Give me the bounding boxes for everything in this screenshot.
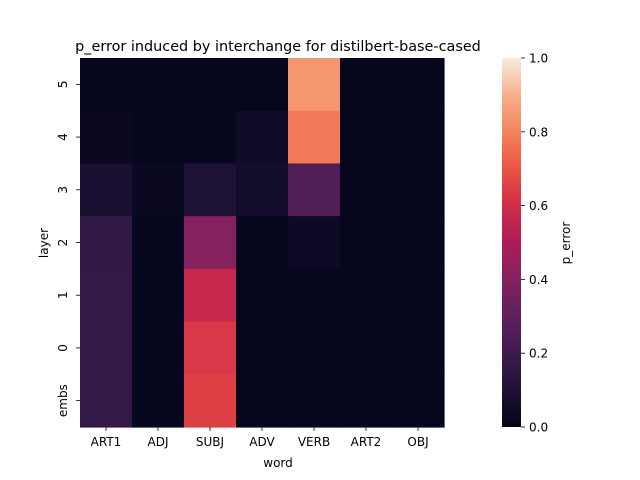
heatmap-cell [288,321,341,375]
colorbar-ticks: 0.0 0.2 0.4 0.6 0.8 1.0 [521,52,548,435]
y-axis-label: layer [37,228,51,258]
y-tick-label: 0 [56,344,70,352]
heatmap-cell [392,321,445,375]
colorbar-tick-label: 0.2 [529,347,548,361]
heatmap-cell [132,163,185,217]
colorbar-tick-label: 1.0 [529,52,548,66]
x-tick-label: ADJ [148,435,169,449]
heatmap-cell [184,321,237,375]
x-tick-label: VERB [298,435,330,449]
heatmap-cell [132,110,185,165]
heatmap-cell [184,58,237,112]
heatmap-cell [236,58,289,112]
heatmap-cell [132,321,185,375]
y-tick-label: 5 [56,81,70,89]
x-axis-ticks: ART1 ADJ SUBJ ADV VERB ART2 OBJ [91,427,429,449]
y-axis-ticks: 5 4 3 2 1 0 embs [56,81,80,417]
heatmap-cell [340,321,393,375]
heatmap-cell [392,216,445,270]
heatmap-cell [340,58,393,112]
heatmap-cell [80,163,133,217]
heatmap-cell [288,216,341,270]
chart-title: p_error induced by interchange for disti… [75,39,481,55]
x-tick-label: SUBJ [196,435,224,449]
heatmap-cell [236,374,289,428]
heatmap-cell [288,268,341,323]
heatmap-cell [236,268,289,323]
heatmap-cell [236,110,289,165]
heatmap-cell [392,268,445,323]
colorbar-tick-label: 0.0 [529,421,548,435]
heatmap-cell [392,110,445,165]
heatmap-cell [184,268,237,323]
y-tick-label: 2 [56,239,70,247]
heatmap-cell [340,163,393,217]
heatmap-cell [132,374,185,428]
heatmap-cell [184,110,237,165]
colorbar-tick-label: 0.6 [529,199,548,213]
heatmap-cell [288,58,341,112]
colorbar-tick-label: 0.4 [529,273,548,287]
heatmap-cell [184,216,237,270]
x-tick-label: ADV [249,435,275,449]
heatmap-cell [288,163,341,217]
heatmap-cell [236,216,289,270]
colorbar [502,58,521,427]
y-tick-label: 3 [56,186,70,194]
heatmap-cell [80,216,133,270]
x-tick-label: ART2 [351,435,382,449]
colorbar-tick-label: 0.8 [529,125,548,139]
heatmap-cell [80,268,133,323]
heatmap-cell [392,58,445,112]
x-tick-label: OBJ [407,435,428,449]
x-tick-label: ART1 [91,435,122,449]
heatmap-cell [340,110,393,165]
heatmap-cell [80,110,133,165]
heatmap-cell [392,163,445,217]
heatmap-cell [288,374,341,428]
heatmap-cell [80,58,133,112]
heatmap-cell [184,374,237,428]
colorbar-label: p_error [559,222,573,265]
heatmap-cell [236,321,289,375]
heatmap-cell [184,163,237,217]
y-tick-label: 4 [56,133,70,141]
heatmap-cell [236,163,289,217]
heatmap-cell [288,110,341,165]
heatmap-cell [80,374,133,428]
x-axis-label: word [263,456,293,470]
heatmap-cell [340,216,393,270]
y-tick-label: 1 [56,291,70,299]
heatmap-cell [132,58,185,112]
heatmap-cell [132,268,185,323]
heatmap-cell [340,268,393,323]
heatmap-cell [80,321,133,375]
y-tick-label: embs [56,384,70,417]
heatmap-cell [392,374,445,428]
heatmap-cell [340,374,393,428]
heatmap-cell [132,216,185,270]
heatmap-cells [80,58,445,428]
